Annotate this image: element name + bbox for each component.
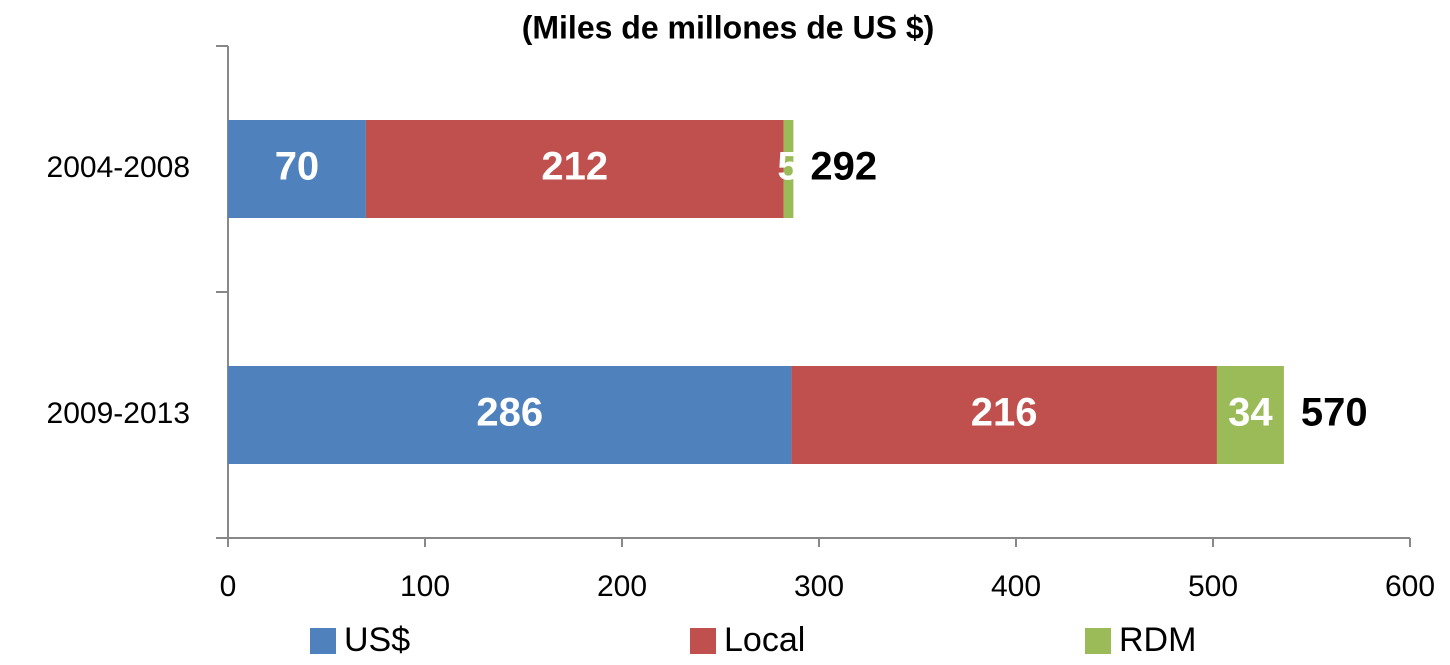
x-tick-label: 500 bbox=[1188, 570, 1238, 603]
total-label: 292 bbox=[810, 145, 877, 189]
legend-swatch bbox=[690, 628, 716, 654]
value-label: 212 bbox=[541, 145, 608, 189]
value-label: 5 bbox=[777, 145, 799, 189]
x-tick-label: 600 bbox=[1385, 570, 1435, 603]
value-label: 286 bbox=[476, 391, 543, 435]
chart-title: (Miles de millones de US $) bbox=[522, 9, 935, 45]
x-tick-label: 400 bbox=[991, 570, 1041, 603]
x-tick-label: 0 bbox=[220, 570, 237, 603]
legend-label: RDM bbox=[1119, 621, 1196, 659]
bar-segment bbox=[228, 366, 792, 464]
x-tick-label: 200 bbox=[597, 570, 647, 603]
y-tick-label: 2009-2013 bbox=[47, 397, 190, 430]
value-label: 34 bbox=[1228, 391, 1273, 435]
legend-label: Local bbox=[724, 621, 805, 659]
bar-segment bbox=[365, 120, 784, 218]
x-tick-label: 300 bbox=[794, 570, 844, 603]
value-label: 70 bbox=[275, 145, 320, 189]
bar-segment bbox=[791, 366, 1217, 464]
bar-segment bbox=[1216, 366, 1284, 464]
y-tick-label: 2004-2008 bbox=[47, 151, 190, 184]
x-tick-label: 100 bbox=[400, 570, 450, 603]
bar-segment bbox=[228, 120, 366, 218]
legend-swatch bbox=[310, 628, 336, 654]
legend-swatch bbox=[1085, 628, 1111, 654]
value-label: 216 bbox=[971, 391, 1038, 435]
legend-label: US$ bbox=[344, 621, 410, 659]
total-label: 570 bbox=[1301, 391, 1368, 435]
bar-segment bbox=[783, 120, 794, 218]
